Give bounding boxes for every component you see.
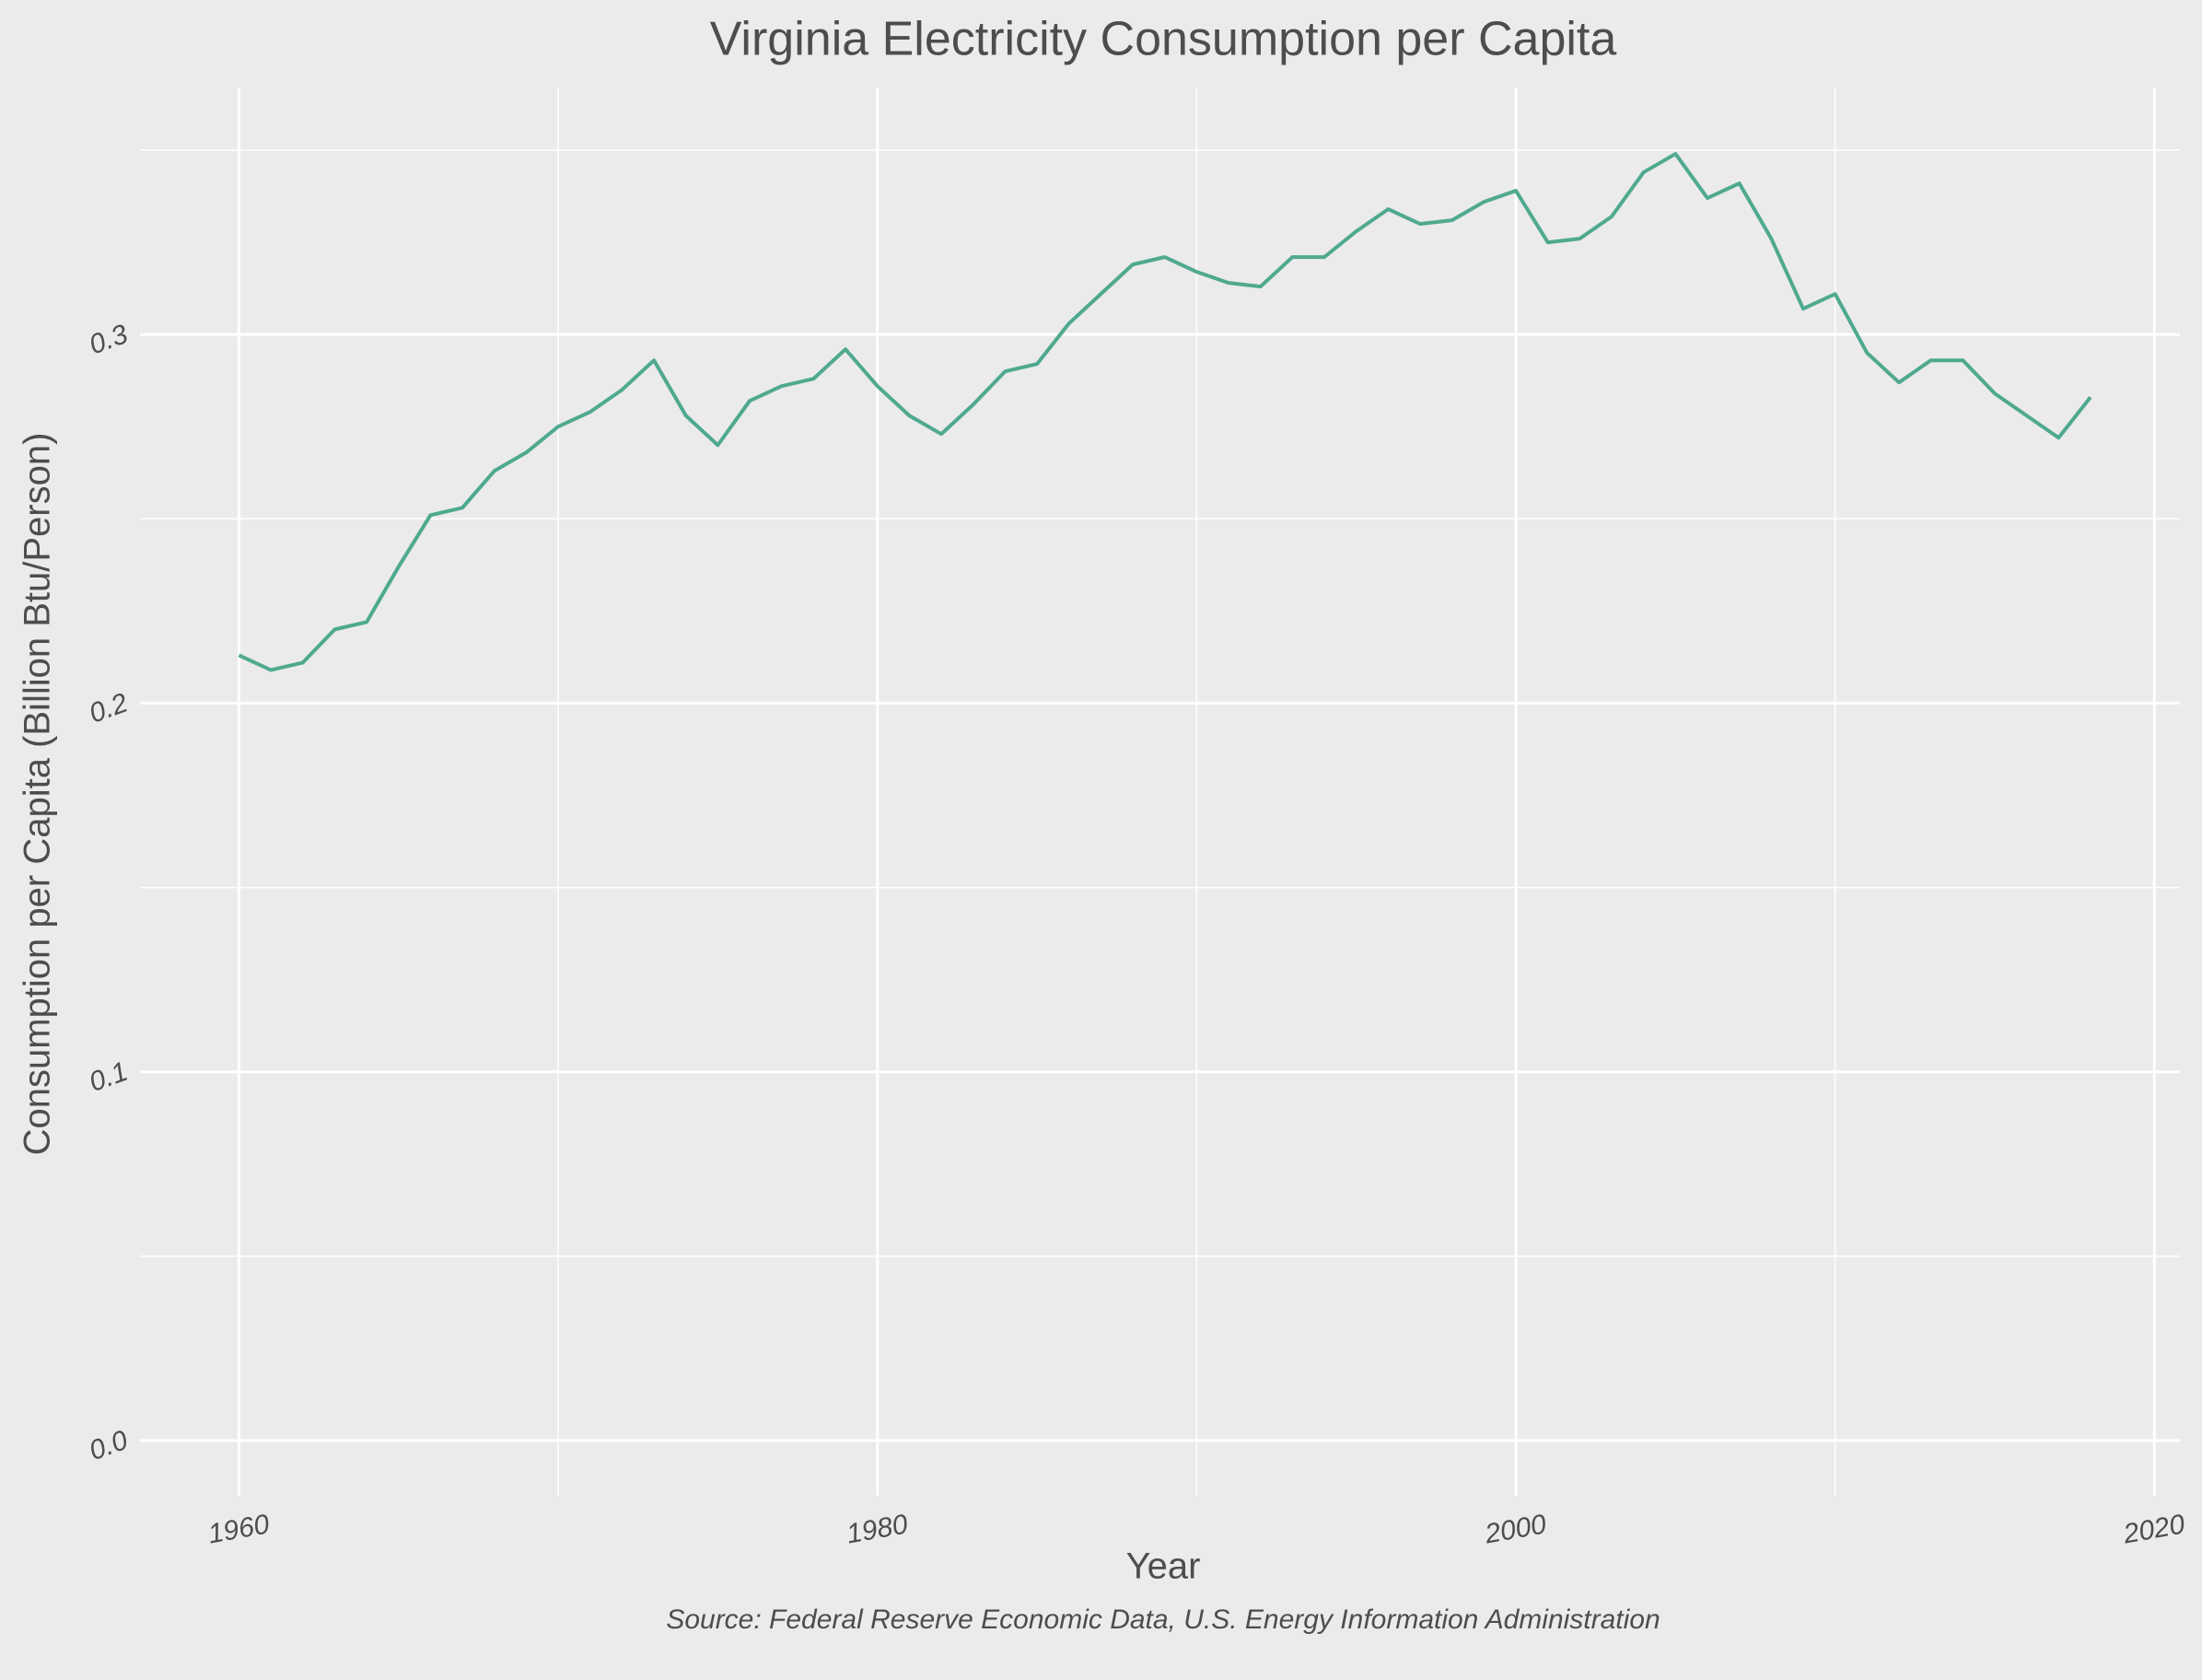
y-tick-label: 0.3 xyxy=(86,319,133,360)
chart-title: Virginia Electricity Consumption per Cap… xyxy=(710,13,1617,66)
x-tick-label: 2020 xyxy=(2120,1509,2187,1549)
x-tick-label: 1960 xyxy=(205,1509,272,1549)
y-axis-title: Consumption per Capita (Billion Btu/Pers… xyxy=(17,433,58,1156)
x-axis-title: Year xyxy=(1126,1546,1201,1587)
x-tick-label: 1980 xyxy=(845,1509,911,1549)
caption: Source: Federal Reserve Economic Data, U… xyxy=(666,1604,1660,1635)
y-tick-label: 0.2 xyxy=(86,687,133,729)
y-tick-label: 0.1 xyxy=(86,1056,132,1098)
x-tick-label: 2000 xyxy=(1482,1509,1549,1549)
data-line xyxy=(238,152,2092,672)
y-tick-label: 0.0 xyxy=(86,1425,133,1466)
